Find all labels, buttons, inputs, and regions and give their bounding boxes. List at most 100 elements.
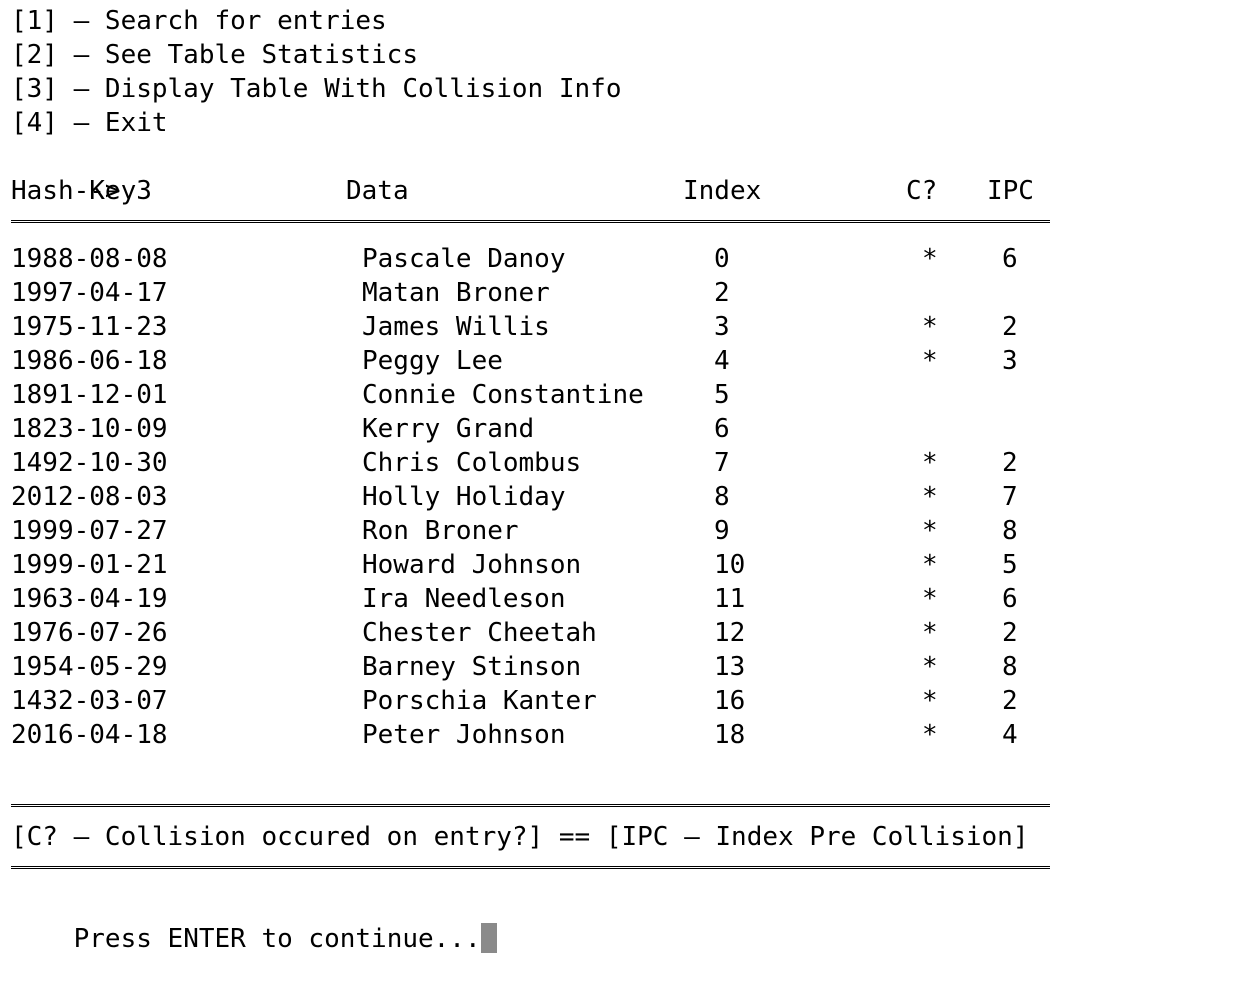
cell-hash-key: 1997-04-17 [11, 278, 168, 308]
cell-data: Peter Johnson [362, 720, 566, 750]
cell-hash-key: 1988-08-08 [11, 244, 168, 274]
cell-hash-key: 1999-01-21 [11, 550, 168, 580]
cell-index: 13 [714, 652, 746, 682]
menu-option-exit: [4] – Exit [11, 108, 168, 138]
cell-collision-flag: * [922, 720, 938, 750]
cell-data: Barney Stinson [362, 652, 582, 682]
cell-collision-flag: * [922, 686, 938, 716]
table-row: 2016-04-18 Peter Johnson 18 * 4 [11, 718, 1251, 752]
cell-index: 5 [714, 380, 730, 410]
cell-collision-flag: * [922, 346, 938, 376]
table-row: 1999-01-21 Howard Johnson 10 * 5 [11, 548, 1251, 582]
continue-prompt-line[interactable]: Press ENTER to continue... [11, 888, 1251, 954]
cell-collision-flag: * [922, 584, 938, 614]
cell-hash-key: 1432-03-07 [11, 686, 168, 716]
cell-collision-flag: * [922, 550, 938, 580]
header-index: Index [683, 176, 762, 206]
cell-hash-key: 1823-10-09 [11, 414, 168, 444]
cell-ipc: 5 [1002, 550, 1018, 580]
cell-ipc: 8 [1002, 516, 1018, 546]
cell-collision-flag: * [922, 312, 938, 342]
cell-data: Kerry Grand [362, 414, 535, 444]
cell-ipc: 2 [1002, 686, 1018, 716]
cell-collision-flag: * [922, 482, 938, 512]
header-ipc: IPC [987, 176, 1034, 206]
cell-data: Holly Holiday [362, 482, 566, 512]
cell-index: 9 [714, 516, 730, 546]
spacer-line [11, 752, 1251, 786]
cell-data: Chris Colombus [362, 448, 582, 478]
cell-hash-key: 1986-06-18 [11, 346, 168, 376]
cell-ipc: 2 [1002, 312, 1018, 342]
cell-index: 2 [714, 278, 730, 308]
cell-data: Chester Cheetah [362, 618, 597, 648]
legend-divider-top [11, 786, 1251, 820]
table-row: 1975-11-23 James Willis 3 * 2 [11, 310, 1251, 344]
cell-hash-key: 1492-10-30 [11, 448, 168, 478]
cell-ipc: 7 [1002, 482, 1018, 512]
cell-collision-flag: * [922, 516, 938, 546]
legend-divider-bottom [11, 854, 1251, 888]
cell-data: Porschia Kanter [362, 686, 597, 716]
header-collision: C? [906, 176, 938, 206]
cell-ipc: 4 [1002, 720, 1018, 750]
cell-collision-flag: * [922, 618, 938, 648]
table-row: 1492-10-30 Chris Colombus 7 * 2 [11, 446, 1251, 480]
cell-data: Connie Constantine [362, 380, 644, 410]
cell-index: 8 [714, 482, 730, 512]
menu-option-search: [1] – Search for entries [11, 6, 387, 36]
cell-hash-key: 1976-07-26 [11, 618, 168, 648]
cell-index: 12 [714, 618, 746, 648]
header-data: Data [346, 176, 409, 206]
table-row: 1823-10-09 Kerry Grand 6 [11, 412, 1251, 446]
cell-hash-key: 1975-11-23 [11, 312, 168, 342]
cell-index: 11 [714, 584, 746, 614]
cell-hash-key: 2012-08-03 [11, 482, 168, 512]
table-row: 1986-06-18 Peggy Lee 4 * 3 [11, 344, 1251, 378]
prompt-arrow: --> [73, 176, 121, 206]
table-row: 1963-04-19 Ira Needleson 11 * 6 [11, 582, 1251, 616]
cell-ipc: 2 [1002, 448, 1018, 478]
cell-data: Ira Needleson [362, 584, 566, 614]
legend-text: [C? – Collision occured on entry?] == [I… [11, 822, 1029, 852]
table-row: 1999-07-27 Ron Broner 9 * 8 [11, 514, 1251, 548]
table-row: 1954-05-29 Barney Stinson 13 * 8 [11, 650, 1251, 684]
cell-ipc: 6 [1002, 584, 1018, 614]
menu-option-display-table: [3] – Display Table With Collision Info [11, 74, 622, 104]
cell-collision-flag: * [922, 448, 938, 478]
cell-data: Howard Johnson [362, 550, 582, 580]
terminal-output: [1] – Search for entries [2] – See Table… [11, 4, 1251, 954]
cell-data: Ron Broner [362, 516, 519, 546]
cell-ipc: 8 [1002, 652, 1018, 682]
cell-index: 0 [714, 244, 730, 274]
cell-data: Peggy Lee [362, 346, 503, 376]
cell-index: 18 [714, 720, 746, 750]
table-row: 2012-08-03 Holly Holiday 8 * 7 [11, 480, 1251, 514]
continue-prompt-text: Press ENTER to continue... [73, 924, 481, 954]
cell-index: 6 [714, 414, 730, 444]
terminal-cursor[interactable] [480, 923, 497, 953]
cell-hash-key: 2016-04-18 [11, 720, 168, 750]
cell-index: 4 [714, 346, 730, 376]
cell-index: 3 [714, 312, 730, 342]
cell-data: Matan Broner [362, 278, 550, 308]
cell-hash-key: 1891-12-01 [11, 380, 168, 410]
table-row: 1976-07-26 Chester Cheetah 12 * 2 [11, 616, 1251, 650]
cell-collision-flag: * [922, 244, 938, 274]
cell-ipc: 3 [1002, 346, 1018, 376]
table-row: 1891-12-01 Connie Constantine 5 [11, 378, 1251, 412]
input-prompt-line: --> 3 [11, 140, 1251, 206]
cell-index: 10 [714, 550, 746, 580]
cell-hash-key: 1999-07-27 [11, 516, 168, 546]
cell-collision-flag: * [922, 652, 938, 682]
table-row: 1432-03-07 Porschia Kanter 16 * 2 [11, 684, 1251, 718]
cell-index: 16 [714, 686, 746, 716]
cell-hash-key: 1954-05-29 [11, 652, 168, 682]
header-hash-key: Hash Key [11, 176, 137, 206]
cell-ipc: 2 [1002, 618, 1018, 648]
table-row: 1988-08-08 Pascale Danoy 0 * 6 [11, 242, 1251, 276]
header-divider [11, 208, 1251, 242]
table-header-row: Hash Key Data Index C? IPC [11, 174, 1251, 208]
table-body: 1988-08-08 Pascale Danoy 0 * 6 1997-04-17 Mata… [11, 242, 1251, 752]
cell-data: Pascale Danoy [362, 244, 566, 274]
